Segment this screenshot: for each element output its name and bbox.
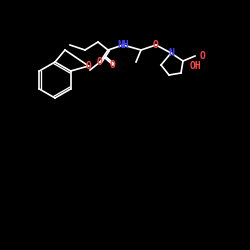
Text: O: O xyxy=(86,61,91,71)
Text: O: O xyxy=(110,60,116,70)
Text: O: O xyxy=(97,57,103,67)
Text: NH: NH xyxy=(117,40,129,50)
Text: N: N xyxy=(168,48,174,58)
Text: OH: OH xyxy=(189,61,201,71)
Text: O: O xyxy=(153,40,159,50)
Text: O: O xyxy=(200,51,206,61)
